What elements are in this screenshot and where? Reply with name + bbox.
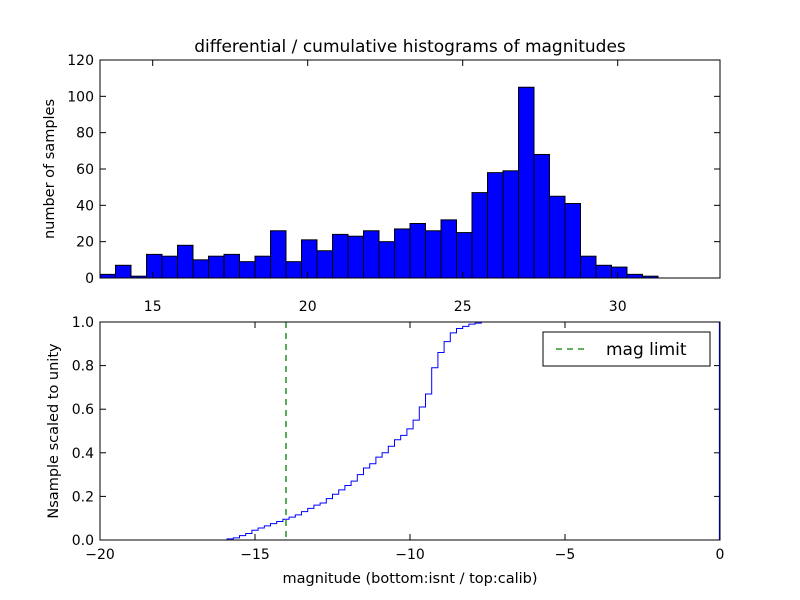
histogram-bar <box>301 239 318 279</box>
histogram-axes: differential / cumulative histograms of … <box>42 37 721 315</box>
cumulative-x-tick-label: −5 <box>555 547 576 563</box>
histogram-bar <box>223 253 240 279</box>
histogram-y-label: number of samples <box>42 99 58 239</box>
histogram-bar <box>394 228 411 279</box>
histogram-bar <box>533 153 550 279</box>
histogram-bar <box>254 255 271 279</box>
histogram-title: differential / cumulative histograms of … <box>194 37 626 57</box>
histogram-x-tick-label: 15 <box>144 299 162 315</box>
histogram-bar <box>347 235 364 279</box>
histogram-bar <box>378 241 395 279</box>
cumulative-y-tick-label: 0.8 <box>72 359 94 375</box>
histogram-bar <box>115 264 132 279</box>
histogram-y-tick-label: 80 <box>76 126 94 142</box>
histogram-y-tick-label: 60 <box>76 162 94 178</box>
cumulative-y-label: Nsample scaled to unity <box>46 343 62 519</box>
histogram-bar <box>595 264 612 279</box>
legend: mag limit <box>542 331 711 367</box>
histogram-bar <box>487 172 504 279</box>
histogram-y-tick-label: 100 <box>67 89 94 105</box>
histogram-bar <box>580 255 597 279</box>
histogram-bar <box>192 259 209 279</box>
cumulative-x-tick-label: −20 <box>85 547 115 563</box>
histogram-bar <box>456 232 473 279</box>
histogram-bar <box>502 170 519 279</box>
histogram-bar <box>208 255 225 279</box>
histogram-bar <box>146 253 163 279</box>
histogram-bar <box>626 273 643 279</box>
histogram-bar <box>518 86 535 279</box>
histogram-bar <box>316 250 333 279</box>
cumulative-x-tick-label: 0 <box>716 547 725 563</box>
histogram-bar <box>440 219 457 279</box>
histogram-bar <box>409 223 426 279</box>
histogram-bar <box>471 192 488 279</box>
cumulative-axes: −20 −15 −10 −5 0 0.0 0.2 0.4 0.6 0.8 1.0 mag limit… <box>46 315 724 587</box>
cumulative-series-line <box>100 321 720 541</box>
histogram-bar <box>549 195 566 279</box>
histogram-bar <box>611 266 628 279</box>
histogram-bar <box>564 203 581 279</box>
histogram-bar <box>99 273 116 279</box>
cumulative-y-tick-label: 0.0 <box>72 533 94 549</box>
cumulative-frame <box>99 321 721 541</box>
cumulative-x-tick-label: −10 <box>395 547 425 563</box>
histogram-bar <box>425 230 442 279</box>
histogram-y-tick-label: 20 <box>76 235 94 251</box>
cumulative-y-tick-label: 0.4 <box>72 446 94 462</box>
histogram-bar <box>239 261 256 279</box>
histogram-bar <box>161 255 178 279</box>
histogram-x-tick-label: 20 <box>299 299 317 315</box>
cumulative-y-tick-label: 0.2 <box>72 489 94 505</box>
cumulative-y-tick-label: 1.0 <box>72 315 94 331</box>
histogram-bar <box>363 230 380 279</box>
cumulative-x-tick-label: −15 <box>240 547 270 563</box>
histogram-bar <box>332 233 349 279</box>
cumulative-x-label: magnitude (bottom:isnt / top:calib) <box>282 571 537 587</box>
cumulative-y-tick-label: 0.6 <box>72 402 94 418</box>
histogram-frame <box>99 59 721 279</box>
histogram-bar <box>177 244 194 279</box>
histogram-bar <box>285 261 302 279</box>
histogram-bar <box>270 230 287 279</box>
histogram-y-tick-label: 40 <box>76 198 94 214</box>
histogram-y-tick-label: 120 <box>67 53 94 69</box>
histogram-y-tick-label: 0 <box>85 271 94 287</box>
histogram-x-tick-label: 25 <box>454 299 472 315</box>
histogram-x-tick-label: 30 <box>609 299 627 315</box>
legend-mag-limit-label: mag limit <box>606 340 687 360</box>
